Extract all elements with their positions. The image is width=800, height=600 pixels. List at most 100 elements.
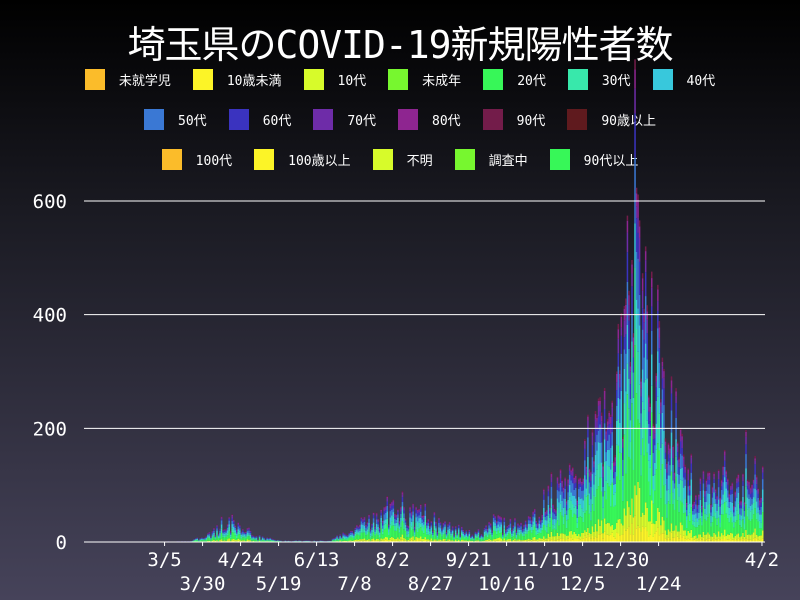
- bar-segment: [222, 532, 224, 534]
- bar-segment: [558, 482, 560, 484]
- bar-segment: [359, 525, 361, 528]
- bar-segment: [354, 529, 357, 532]
- bar-segment: [529, 523, 531, 528]
- bar-segment: [684, 464, 686, 467]
- bar-segment: [377, 540, 379, 542]
- bar-segment: [482, 537, 484, 539]
- bar-segment: [401, 502, 404, 507]
- bar-segment: [407, 533, 410, 537]
- bar-segment: [628, 290, 630, 296]
- bar-segment: [410, 518, 413, 522]
- bar-segment: [246, 530, 249, 533]
- bar-segment: [505, 531, 507, 533]
- bar-segment: [348, 536, 351, 538]
- bar-segment: [751, 509, 753, 520]
- bar-segment: [356, 534, 358, 540]
- bar-segment: [660, 534, 662, 542]
- bar-segment: [211, 537, 214, 541]
- bar-segment: [553, 508, 556, 511]
- bar-segment: [430, 521, 433, 522]
- bar-segment: [663, 388, 665, 406]
- bar-segment: [378, 534, 381, 538]
- bar-segment: [631, 372, 633, 404]
- bar-segment: [467, 534, 469, 536]
- bar-segment: [512, 526, 515, 528]
- bar-segment: [447, 525, 449, 528]
- bar-segment: [506, 526, 509, 527]
- bar-segment: [717, 487, 720, 500]
- bar-segment: [596, 417, 598, 422]
- bar-segment: [485, 539, 487, 542]
- bar-segment: [701, 521, 703, 526]
- bar-segment: [477, 530, 480, 532]
- bar-segment: [231, 520, 233, 525]
- bar-segment: [692, 514, 694, 521]
- bar-segment: [520, 531, 522, 534]
- bar-segment: [503, 521, 506, 526]
- bar-segment: [356, 532, 358, 535]
- bar-segment: [634, 69, 636, 89]
- bar-segment: [392, 499, 395, 501]
- bar-segment: [415, 536, 417, 541]
- bar-segment: [401, 497, 404, 503]
- bar-segment: [574, 487, 577, 499]
- bar-segment: [755, 484, 758, 491]
- bar-segment: [672, 492, 674, 505]
- bar-segment: [409, 507, 411, 510]
- bar-segment: [217, 536, 220, 538]
- bar-segment: [650, 287, 653, 307]
- bar-segment: [654, 524, 656, 534]
- bar-segment: [626, 252, 629, 282]
- bar-segment: [372, 532, 375, 539]
- bar-segment: [380, 515, 382, 518]
- bar-segment: [559, 533, 562, 539]
- bar-segment: [226, 525, 229, 527]
- bar-segment: [620, 327, 623, 336]
- bar-segment: [485, 527, 487, 530]
- bar-segment: [602, 533, 604, 539]
- bar-segment: [682, 454, 685, 457]
- bar-segment: [564, 488, 566, 499]
- bar-segment: [371, 540, 373, 542]
- bar-segment: [236, 533, 238, 536]
- bar-segment: [576, 538, 579, 542]
- bar-segment: [640, 516, 642, 532]
- bar-segment: [228, 517, 230, 518]
- bar-segment: [366, 526, 369, 530]
- bar-segment: [225, 530, 227, 532]
- bar-segment: [457, 527, 460, 530]
- bar-segment: [644, 502, 647, 527]
- bar-segment: [734, 535, 737, 539]
- bar-segment: [684, 479, 686, 486]
- bar-segment: [435, 531, 437, 536]
- bar-segment: [228, 518, 230, 521]
- bar-segment: [497, 514, 499, 516]
- bar-segment: [471, 535, 474, 537]
- bar-segment: [220, 528, 223, 533]
- bar-segment: [527, 523, 530, 527]
- bar-segment: [638, 384, 641, 424]
- bar-segment: [634, 515, 636, 542]
- bar-segment: [717, 531, 720, 539]
- bar-segment: [588, 476, 591, 483]
- bar-segment: [647, 536, 650, 542]
- bar-segment: [555, 522, 557, 530]
- bar-segment: [550, 482, 553, 487]
- bar-segment: [462, 533, 465, 537]
- bar-segment: [555, 509, 557, 511]
- bar-segment: [578, 538, 580, 542]
- bar-segment: [509, 530, 512, 535]
- bar-segment: [714, 518, 717, 535]
- bar-segment: [650, 330, 653, 355]
- bar-segment: [464, 535, 466, 537]
- bar-segment: [749, 486, 752, 489]
- bar-segment: [681, 455, 683, 468]
- bar-segment: [368, 531, 370, 540]
- bar-segment: [515, 534, 518, 538]
- bar-segment: [578, 481, 580, 485]
- legend-label: 30代: [601, 74, 631, 89]
- bar-segment: [635, 393, 638, 496]
- bar-segment: [568, 465, 571, 468]
- bar-segment: [619, 373, 621, 380]
- bar-segment: [549, 517, 551, 522]
